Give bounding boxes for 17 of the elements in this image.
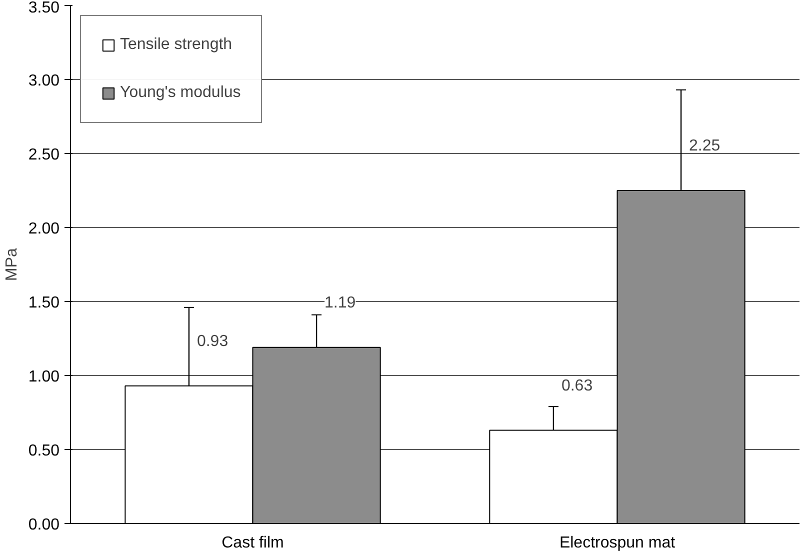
data-label: 0.93 bbox=[196, 332, 228, 350]
data-label: 2.25 bbox=[689, 138, 720, 154]
y-axis-title: MPa bbox=[3, 248, 20, 281]
y-tick-label: 0.50 bbox=[28, 442, 60, 460]
x-tick-label: Electrospun mat bbox=[559, 534, 676, 552]
legend-label: Tensile strength bbox=[120, 36, 232, 54]
y-tick-label: 3.50 bbox=[28, 0, 60, 16]
y-tick-label: 0.00 bbox=[28, 516, 60, 534]
y-tick-label: 3.00 bbox=[28, 72, 60, 90]
y-tick-label: 2.50 bbox=[28, 146, 60, 164]
data-label: 0.63 bbox=[561, 377, 593, 394]
y-tick-label: 1.50 bbox=[28, 294, 60, 312]
x-tick-label: Cast film bbox=[222, 534, 284, 552]
legend-label: Young's modulus bbox=[120, 84, 241, 102]
y-tick-label: 2.00 bbox=[28, 220, 60, 238]
y-tick-label: 1.00 bbox=[28, 368, 60, 386]
data-label: 1.19 bbox=[324, 294, 356, 312]
